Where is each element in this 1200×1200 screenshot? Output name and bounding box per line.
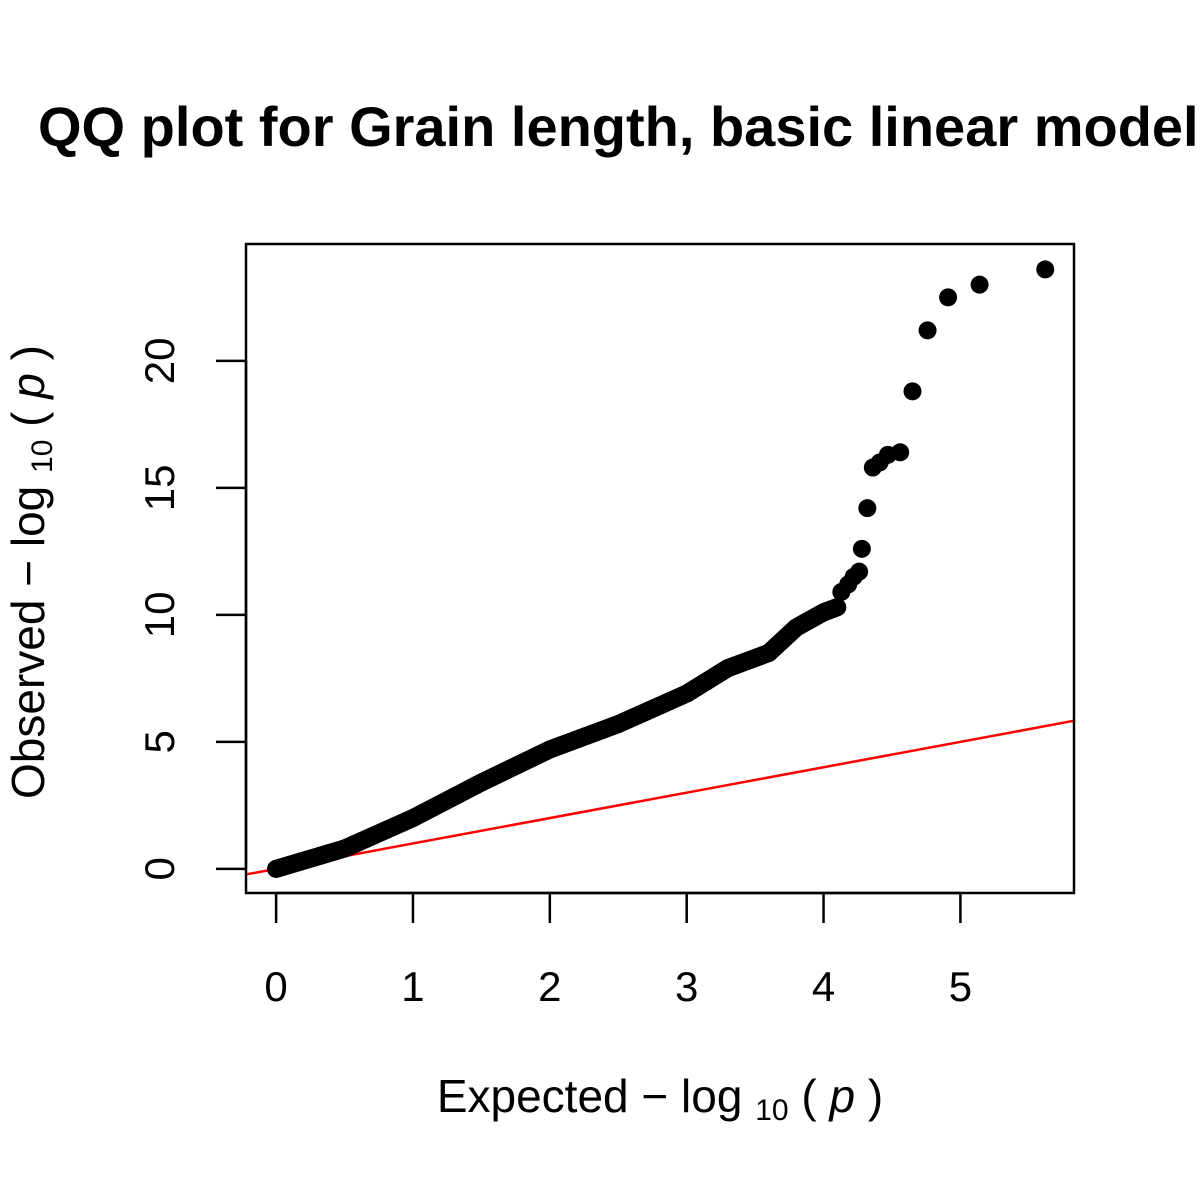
plot-content (246, 260, 1074, 878)
data-point (335, 839, 354, 858)
data-point (939, 288, 958, 307)
data-point (472, 773, 491, 792)
y-tick-label: 5 (136, 730, 183, 753)
y-tick-label: 15 (136, 464, 183, 511)
data-point (1036, 260, 1055, 279)
y-label-var: p (2, 373, 54, 401)
data-point (759, 643, 778, 662)
x-label-minus: − (641, 1070, 668, 1122)
y-axis: 0 5 10 15 20 (136, 337, 248, 881)
data-point (918, 321, 937, 340)
y-label-log: log (2, 486, 54, 547)
y-label-base: 10 (26, 440, 59, 473)
chart-title: QQ plot for Grain length, basic linear m… (38, 95, 1199, 158)
data-point (787, 618, 806, 637)
data-point (403, 809, 422, 828)
data-point (970, 275, 989, 294)
x-label-base: 10 (755, 1094, 788, 1127)
data-point (891, 443, 910, 462)
y-label-prefix: Observed (2, 587, 54, 799)
reference-line (246, 719, 1074, 876)
x-tick-label: 2 (538, 963, 561, 1010)
y-label-open: ( (2, 411, 54, 427)
y-tick-label: 0 (136, 857, 183, 880)
x-tick-label: 1 (401, 963, 424, 1010)
y-tick-label: 20 (136, 337, 183, 384)
x-axis-label: Expected − log 10 ( p ) (437, 1070, 883, 1130)
y-label-minus: − (2, 560, 54, 587)
x-tick-label: 0 (264, 963, 287, 1010)
x-axis: 0 1 2 3 4 5 (264, 891, 972, 1010)
x-label-open: ( (801, 1070, 817, 1122)
x-tick-label: 4 (812, 963, 835, 1010)
data-point (718, 659, 737, 678)
data-point (852, 539, 871, 558)
data-point (677, 684, 696, 703)
y-tick-label: 10 (136, 591, 183, 638)
tail-points (832, 260, 1055, 601)
x-tick-label: 3 (675, 963, 698, 1010)
data-point (814, 603, 833, 622)
data-point (609, 715, 628, 734)
plot-marks (246, 260, 1074, 878)
x-label-close: ) (868, 1070, 883, 1122)
data-point (267, 859, 286, 878)
data-point (850, 562, 869, 581)
y-label-close: ) (2, 345, 54, 360)
x-tick-label: 5 (949, 963, 972, 1010)
dense-points (267, 598, 847, 878)
data-point (858, 499, 877, 518)
data-point (540, 740, 559, 759)
x-label-log: log (681, 1070, 742, 1122)
data-point (903, 382, 922, 401)
plot-frame (244, 242, 1076, 895)
y-axis-label: Observed − log 10 ( p ) (2, 345, 62, 799)
data-point (828, 598, 847, 617)
x-label-var: p (827, 1070, 855, 1122)
x-label-prefix: Expected (437, 1070, 642, 1122)
